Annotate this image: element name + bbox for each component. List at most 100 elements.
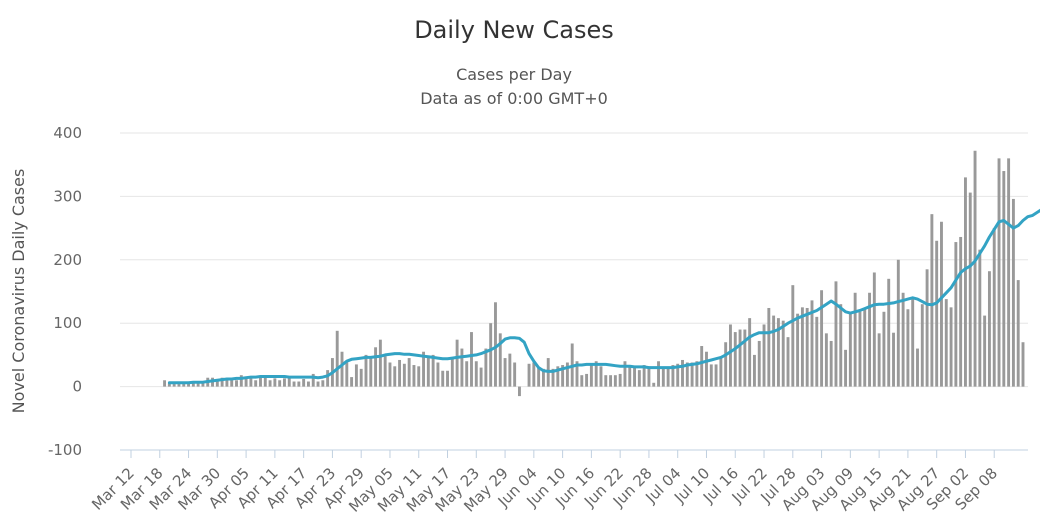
bar	[172, 384, 176, 387]
bar	[709, 364, 713, 387]
bar	[705, 351, 708, 387]
bar	[513, 362, 517, 387]
bar	[944, 299, 948, 387]
bar	[752, 354, 756, 387]
bar-series	[163, 150, 1025, 397]
bar	[407, 358, 411, 387]
bar	[824, 333, 828, 387]
bar	[983, 315, 987, 387]
bar	[239, 375, 243, 387]
bar	[920, 304, 924, 387]
y-tick-label: 300	[53, 187, 82, 205]
bar	[235, 380, 238, 387]
bar	[465, 361, 469, 387]
bar	[412, 365, 416, 387]
bar	[580, 375, 584, 387]
y-axis-ticks: -100 0 100 200 300 400	[48, 124, 82, 459]
bar	[959, 236, 963, 387]
bar	[474, 361, 478, 387]
bar	[187, 383, 190, 387]
bar	[882, 311, 886, 387]
bar	[479, 367, 483, 387]
bar	[556, 366, 560, 387]
bar	[503, 358, 507, 387]
moving-average-series	[167, 208, 1040, 385]
bar	[992, 228, 996, 387]
bar	[714, 364, 718, 387]
bar	[422, 351, 425, 387]
bar	[925, 269, 929, 387]
bar	[767, 307, 771, 387]
bar	[887, 278, 891, 387]
bar	[283, 378, 286, 387]
bar	[930, 214, 934, 387]
bar	[316, 381, 320, 387]
bar	[460, 348, 464, 387]
bar	[700, 346, 704, 387]
bar	[402, 363, 406, 387]
bar	[997, 158, 1001, 387]
bar	[378, 339, 382, 387]
bar	[911, 297, 915, 387]
bar	[863, 309, 867, 387]
bar	[498, 333, 502, 387]
bar	[805, 307, 809, 387]
series-line-moving-average	[167, 208, 1040, 385]
bar	[1016, 280, 1020, 387]
bar	[949, 307, 953, 387]
bar	[254, 380, 258, 387]
chart-title: Daily New Cases	[414, 16, 614, 44]
bar	[220, 377, 224, 387]
y-tick-label: -100	[48, 441, 82, 459]
bar	[259, 377, 262, 387]
bar	[781, 320, 785, 387]
bar	[666, 367, 670, 387]
bar	[815, 316, 819, 387]
bar	[633, 366, 636, 387]
bar	[613, 375, 617, 387]
bar	[561, 365, 565, 387]
bar	[350, 377, 354, 387]
bar	[225, 378, 229, 387]
bar	[417, 366, 421, 387]
bar	[508, 353, 512, 387]
bar	[748, 318, 752, 387]
bar	[896, 259, 900, 387]
bar	[585, 373, 589, 387]
bar	[268, 380, 272, 387]
bar	[877, 333, 881, 387]
bar	[743, 329, 747, 387]
bar	[518, 386, 521, 397]
bar	[446, 370, 449, 387]
bar	[230, 380, 234, 387]
bar	[326, 370, 330, 387]
bar	[839, 304, 843, 387]
bar	[820, 290, 824, 387]
bar	[916, 348, 919, 387]
bar	[565, 362, 569, 387]
bar	[201, 383, 205, 387]
bar	[652, 382, 656, 387]
bar	[177, 384, 181, 387]
bar	[844, 349, 848, 387]
bar	[311, 373, 315, 387]
y-tick-label: 400	[53, 124, 82, 142]
bar	[594, 361, 598, 387]
bar	[215, 378, 219, 387]
bar	[398, 359, 402, 387]
bar	[681, 359, 684, 387]
bar	[762, 324, 766, 387]
bar	[690, 362, 694, 387]
bar	[292, 381, 296, 387]
bar	[369, 358, 373, 387]
bar	[623, 361, 627, 387]
bar	[249, 377, 253, 387]
chart-subtitle-line-1: Cases per Day	[456, 65, 572, 84]
grid-lines	[120, 132, 1028, 451]
bar	[618, 373, 622, 387]
bar	[935, 240, 939, 387]
bar	[1021, 342, 1025, 387]
